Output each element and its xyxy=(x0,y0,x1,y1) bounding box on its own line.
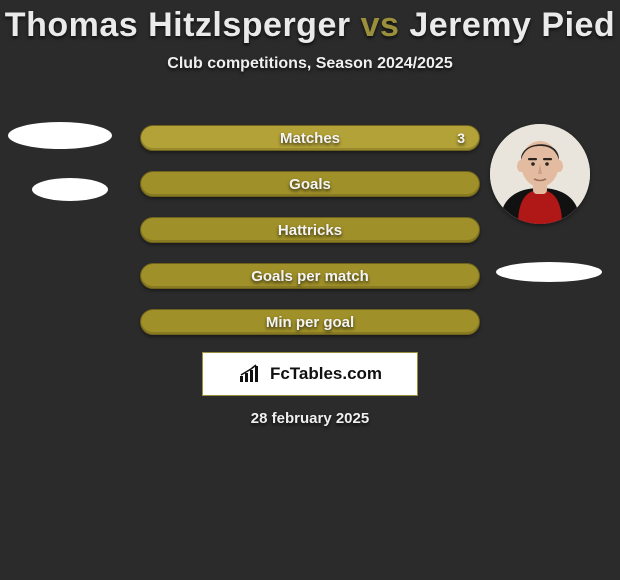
stat-row-hattricks: Hattricks xyxy=(140,217,480,243)
subtitle: Club competitions, Season 2024/2025 xyxy=(0,55,620,73)
left-placeholder-1 xyxy=(8,122,112,149)
stat-label: Matches xyxy=(280,130,340,147)
stat-label: Goals xyxy=(289,176,331,193)
stat-row-matches: Matches 3 xyxy=(140,125,480,151)
player2-avatar xyxy=(490,124,590,224)
date-label: 28 february 2025 xyxy=(0,410,620,427)
brand-label: FcTables.com xyxy=(270,364,382,384)
brand-badge: FcTables.com xyxy=(202,352,418,396)
stat-row-min-per-goal: Min per goal xyxy=(140,309,480,335)
stat-label: Hattricks xyxy=(278,222,342,239)
stat-label: Min per goal xyxy=(266,314,354,331)
bar-chart-icon xyxy=(238,364,264,384)
stat-label: Goals per match xyxy=(251,268,369,285)
player2-name: Jeremy Pied xyxy=(409,6,615,44)
stat-right-value: 3 xyxy=(457,130,465,146)
right-placeholder xyxy=(496,262,602,282)
avatar-icon xyxy=(490,124,590,224)
left-placeholder-2 xyxy=(32,178,108,201)
vs-label: vs xyxy=(361,6,400,44)
player1-name: Thomas Hitzlsperger xyxy=(5,6,351,44)
stat-row-goals-per-match: Goals per match xyxy=(140,263,480,289)
stat-row-goals: Goals xyxy=(140,171,480,197)
stats-panel: Matches 3 Goals Hattricks Goals per matc… xyxy=(140,125,480,335)
page-title: Thomas Hitzlsperger vs Jeremy Pied xyxy=(0,0,620,45)
